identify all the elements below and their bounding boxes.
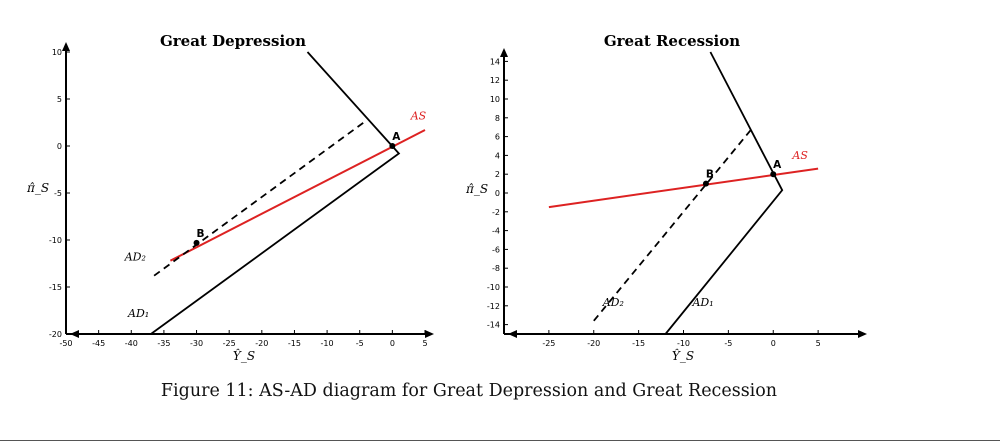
x-axis-arrow-left [70,330,79,338]
y-tick-label: -4 [492,227,500,236]
point-label-a: A [392,131,401,143]
x-tick-label: -20 [255,339,268,348]
point-label-b: B [706,169,714,181]
y-tick-label: 10 [490,95,500,104]
x-tick-label: -25 [223,339,236,348]
x-tick-label: -45 [92,339,105,348]
y-axis-label: π̂_S [465,182,488,196]
series-as [169,129,426,262]
series-label-ad1: AD₁ [127,307,149,320]
x-tick-label: -5 [724,339,732,348]
y-tick-label: -8 [492,264,500,273]
x-tick-label: -5 [356,339,364,348]
series-label-ad1: AD₁ [691,296,713,309]
point-a [770,171,777,178]
x-tick-label: -35 [157,339,170,348]
series-label-as: AS [791,149,808,162]
chart-great-recession: Great Recession-25 -20 -15 -10 -5 0 5-14-12-10… [465,32,867,363]
x-tick-label: -25 [542,339,555,348]
x-tick-label: -15 [632,339,645,348]
series-label-ad2: AD₂ [124,251,146,264]
point-b [702,180,709,187]
y-tick-label: -20 [49,330,62,339]
series-ad2 [593,129,752,322]
x-tick-label: -15 [288,339,301,348]
chart-title: Great Recession [604,32,740,50]
y-tick-label: 0 [495,189,500,198]
point-label-a: A [773,159,782,171]
page-divider [0,440,1000,441]
y-tick-label: 5 [57,95,62,104]
x-axis-arrow [858,330,867,338]
x-tick-label: 5 [422,339,427,348]
y-tick-label: 6 [495,133,500,142]
y-tick-label: -10 [487,283,500,292]
x-tick-label: 0 [771,339,776,348]
point-label-b: B [197,228,205,240]
series-ad1 [664,51,784,335]
x-tick-label: 5 [816,339,821,348]
y-tick-label: 0 [57,142,62,151]
y-tick-label: 8 [495,114,500,123]
series-ad1 [150,51,401,335]
x-tick-label: -10 [321,339,334,348]
y-tick-label: 2 [495,170,500,179]
series-ad2 [153,119,367,277]
x-axis-label: Ŷ_S [672,348,694,363]
chart-title: Great Depression [160,32,306,50]
y-axis-arrow [62,42,70,51]
x-tick-label: 0 [390,339,395,348]
y-tick-label: -12 [487,302,500,311]
y-tick-label: -2 [492,208,500,217]
x-axis-arrow-left [508,330,517,338]
x-tick-label: -30 [190,339,203,348]
point-a [389,143,396,149]
y-axis-arrow [500,48,508,57]
x-axis-label: Ŷ_S [233,348,255,363]
y-tick-label: 12 [490,76,500,85]
y-tick-label: 4 [495,151,500,160]
x-axis-arrow [425,330,434,338]
series-label-ad2: AD₂ [602,296,624,309]
y-tick-label: -15 [49,283,62,292]
y-tick-label: 10 [52,48,62,57]
figure-caption: Figure 11: AS-AD diagram for Great Depre… [160,381,778,401]
series-as [548,167,819,209]
x-tick-label: -40 [125,339,138,348]
chart-great-depression: Great Depression-50 -45 -40 -35 -30 -25 -20 -15… [26,32,434,363]
y-tick-label: -6 [492,245,500,254]
x-tick-label: -50 [59,339,72,348]
series-label-as: AS [410,110,427,123]
y-axis-label: π̂_S [26,181,49,195]
y-tick-label: 14 [490,57,500,66]
y-tick-label: -10 [49,236,62,245]
y-tick-label: -14 [487,321,500,330]
point-b [193,239,200,246]
x-tick-label: -20 [587,339,600,348]
y-tick-label: -5 [54,189,62,198]
x-tick-label: -10 [677,339,690,348]
